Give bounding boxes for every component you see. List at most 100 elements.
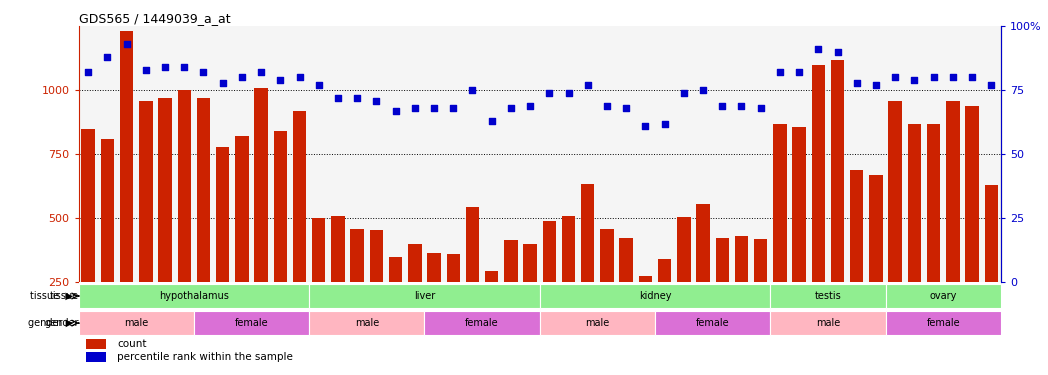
Bar — [309, 311, 424, 335]
Point — [483, 118, 500, 124]
Bar — [886, 311, 1001, 335]
Point — [656, 121, 673, 127]
Point — [983, 82, 1000, 88]
Bar — [735, 236, 748, 346]
Text: male: male — [585, 318, 610, 328]
Bar — [908, 124, 921, 346]
Bar — [638, 276, 652, 346]
Bar — [770, 311, 886, 335]
Point — [695, 87, 712, 93]
Point — [407, 105, 423, 111]
Point — [310, 82, 327, 88]
Bar — [119, 32, 133, 347]
Bar — [792, 128, 806, 347]
Bar — [601, 229, 614, 346]
Bar — [274, 131, 287, 346]
Point — [195, 69, 212, 75]
Point — [771, 69, 788, 75]
Bar — [158, 98, 172, 346]
Bar — [101, 139, 114, 346]
Bar — [79, 311, 194, 335]
Bar — [350, 229, 364, 346]
Bar — [86, 352, 106, 362]
Bar — [581, 184, 594, 346]
Bar — [658, 260, 672, 347]
Bar — [139, 100, 153, 346]
Text: testis: testis — [814, 291, 842, 301]
Text: percentile rank within the sample: percentile rank within the sample — [117, 352, 293, 362]
Bar — [540, 311, 655, 335]
Point — [368, 98, 385, 104]
Point — [176, 64, 193, 70]
Text: gender ▶: gender ▶ — [28, 318, 73, 328]
Point — [329, 95, 346, 101]
Point — [349, 95, 366, 101]
Bar — [504, 240, 518, 346]
Bar — [850, 170, 864, 346]
Point — [887, 75, 903, 81]
Text: kidney: kidney — [638, 291, 672, 301]
Text: female: female — [235, 318, 268, 328]
Point — [580, 82, 596, 88]
Point — [502, 105, 519, 111]
Point — [541, 90, 558, 96]
Point — [675, 90, 692, 96]
Bar — [424, 311, 540, 335]
Bar — [523, 244, 537, 346]
Point — [387, 108, 403, 114]
Text: hypothalamus: hypothalamus — [159, 291, 228, 301]
Bar — [86, 339, 106, 349]
Bar — [82, 129, 95, 346]
Bar — [889, 100, 902, 346]
Text: tissue  ▶: tissue ▶ — [30, 291, 73, 301]
Text: male: male — [354, 318, 379, 328]
Bar — [312, 218, 326, 346]
Bar — [216, 147, 230, 346]
Point — [253, 69, 269, 75]
Bar — [292, 111, 306, 346]
Point — [849, 80, 866, 86]
Text: tissue: tissue — [49, 291, 79, 301]
Point — [271, 77, 288, 83]
Point — [829, 49, 846, 55]
Bar — [197, 98, 211, 346]
Bar — [540, 284, 770, 308]
Bar — [716, 238, 729, 346]
Point — [137, 67, 154, 73]
Point — [291, 75, 308, 81]
Bar — [811, 64, 825, 346]
Bar — [194, 311, 309, 335]
Bar — [770, 284, 886, 308]
Point — [99, 54, 115, 60]
Point — [560, 90, 576, 96]
Bar — [255, 88, 268, 346]
Text: male: male — [815, 318, 840, 328]
Point — [925, 75, 942, 81]
Bar — [235, 136, 248, 346]
Bar — [677, 217, 691, 346]
Bar — [619, 238, 633, 346]
Point — [964, 75, 981, 81]
Point — [234, 75, 250, 81]
Bar — [984, 185, 998, 346]
Bar — [773, 124, 787, 346]
Text: ovary: ovary — [930, 291, 957, 301]
Point — [118, 41, 135, 47]
Point — [810, 46, 827, 52]
Text: liver: liver — [414, 291, 435, 301]
Bar — [562, 216, 575, 346]
Bar — [389, 257, 402, 346]
Bar — [946, 100, 960, 346]
Bar — [331, 216, 345, 346]
Text: gender: gender — [44, 318, 79, 328]
Text: female: female — [926, 318, 960, 328]
Point — [522, 103, 539, 109]
Bar — [965, 106, 979, 347]
Text: female: female — [465, 318, 499, 328]
Bar — [831, 60, 845, 346]
Point — [617, 105, 634, 111]
Point — [214, 80, 231, 86]
Bar — [309, 284, 540, 308]
Bar — [79, 284, 309, 308]
Bar — [754, 239, 767, 346]
